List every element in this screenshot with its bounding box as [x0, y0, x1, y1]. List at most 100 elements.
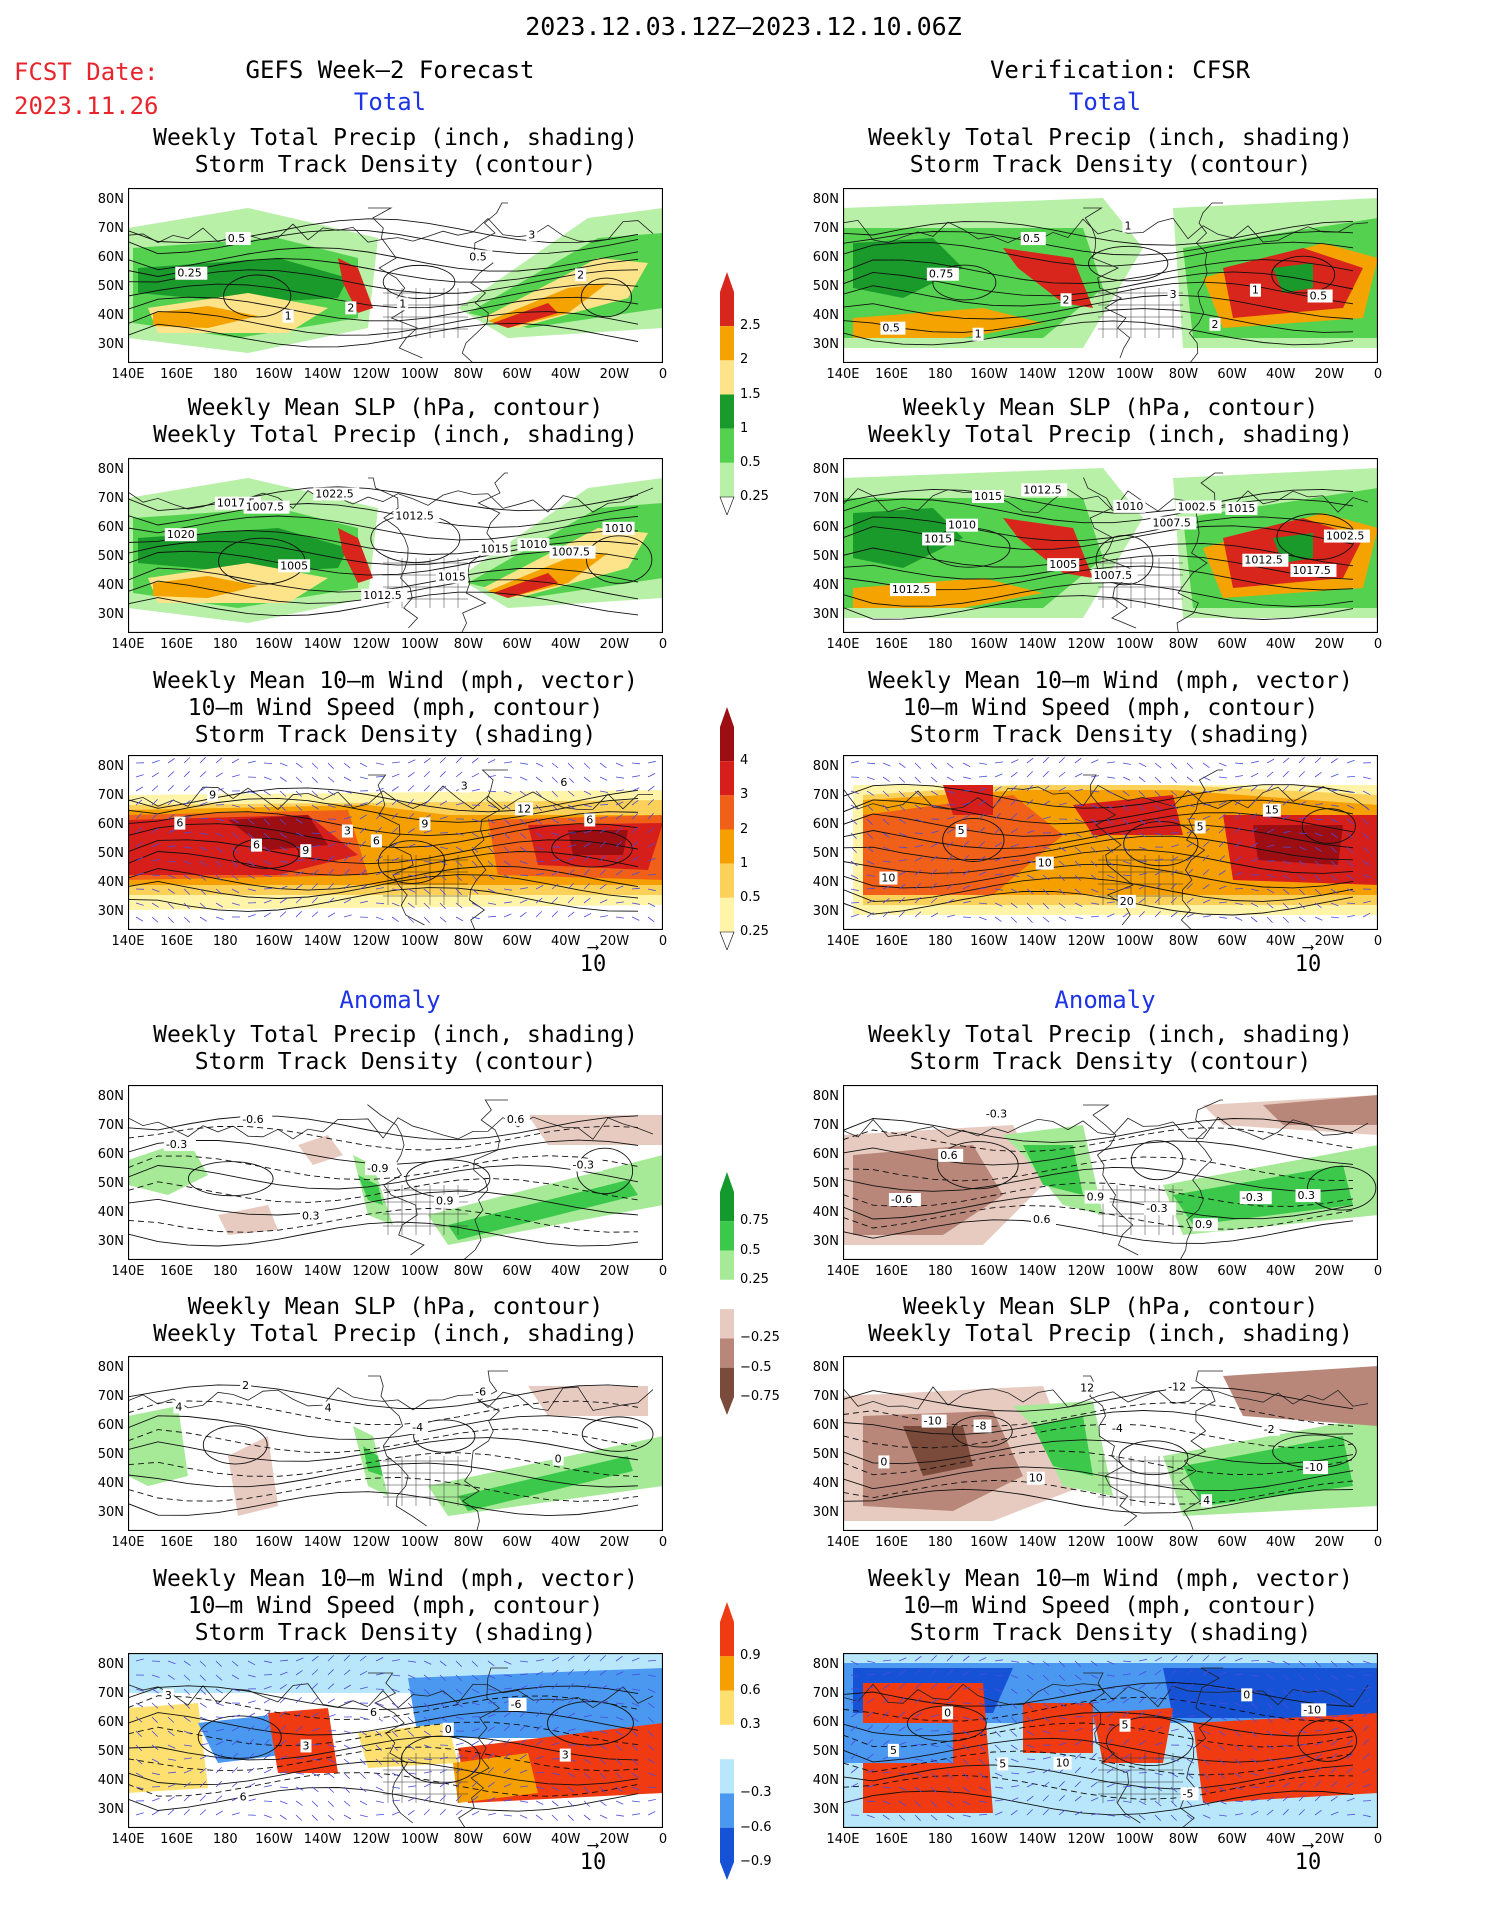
contour-label-bg	[282, 309, 294, 323]
lon-tick-label: 20W	[599, 1832, 630, 1847]
lon-tick-label: 160W	[970, 1832, 1008, 1847]
lat-tick-label: 40N	[97, 1205, 124, 1220]
contour-label-bg	[313, 487, 360, 501]
contour-label: 0	[944, 1706, 951, 1719]
lat-tick-label: 30N	[812, 1234, 839, 1249]
lon-tick-label: 60W	[502, 1832, 532, 1847]
lat-tick-label: 30N	[97, 904, 124, 919]
lon-tick-label: 80W	[1168, 637, 1199, 652]
lat-tick-label: 40N	[97, 308, 124, 323]
lon-tick-label: 160E	[160, 637, 194, 652]
lon-tick-label: 120W	[352, 1535, 390, 1550]
colorbar-label: 0.5	[740, 889, 761, 905]
contour-label: -0.9	[367, 1162, 388, 1175]
lon-tick-label: 40W	[551, 367, 581, 382]
contour-label: 0	[445, 1723, 452, 1736]
colorbar-arrow	[719, 496, 735, 516]
shading-region	[453, 1753, 538, 1803]
lon-tick-label: 160W	[255, 1535, 293, 1550]
contour-label: -4	[412, 1421, 423, 1434]
contour-label-bg	[1047, 558, 1080, 572]
lat-tick-label: 70N	[812, 221, 839, 236]
colorbar-label: −0.9	[740, 1854, 772, 1869]
colorbar-label: 1.5	[740, 386, 761, 402]
lat-tick-label: 40N	[812, 875, 839, 890]
colorbar-segment	[720, 1221, 734, 1251]
contour-label: 3	[302, 1739, 309, 1752]
lon-tick-label: 120W	[1067, 1832, 1105, 1847]
lon-tick-label: 0	[1373, 1832, 1383, 1847]
lon-tick-label: 0	[658, 934, 668, 949]
contour-label-bg	[559, 1748, 571, 1762]
lat-tick-label: 50N	[812, 1176, 839, 1191]
lon-tick-label: 80W	[453, 1264, 484, 1279]
lat-tick-label: 60N	[97, 1418, 124, 1433]
lat-tick-label: 60N	[812, 1147, 839, 1162]
lon-tick-label: 60W	[502, 637, 532, 652]
colorbar-segment	[720, 428, 734, 463]
colorbar-segment	[720, 761, 734, 796]
colorbar-segment	[720, 292, 734, 327]
contour-label: -8	[976, 1420, 987, 1433]
shading-region	[128, 1406, 188, 1486]
contour-label: 5	[1197, 820, 1204, 833]
lon-tick-label: 160W	[255, 367, 293, 382]
lat-tick-label: 70N	[812, 1686, 839, 1701]
lon-tick-label: 0	[658, 1832, 668, 1847]
contour-label-bg	[1301, 1703, 1327, 1717]
section-anomaly-right: Anomaly	[1054, 986, 1156, 1014]
map-panel: 5 0 5 10 5 -5 0 -10	[843, 1653, 1378, 1828]
colorbar-label: 0.5	[740, 454, 761, 470]
contour-label: 6	[176, 817, 183, 830]
lon-tick-label: 180	[212, 367, 238, 382]
shading-region	[358, 1723, 458, 1768]
contour-label-bg	[300, 1739, 312, 1753]
lon-tick-label: 160W	[970, 637, 1008, 652]
contour-label: -10	[1303, 1703, 1321, 1716]
contour-label-bg	[515, 802, 534, 816]
contour-label: 0.5	[469, 250, 487, 263]
lon-tick-label: 120W	[352, 1264, 390, 1279]
colorbar	[718, 1600, 778, 1884]
coastlines	[128, 769, 654, 930]
shading-region	[943, 785, 993, 815]
contour-label-bg	[1053, 1756, 1072, 1770]
contour-label: 0.5	[228, 232, 246, 245]
contour-label: 5	[890, 1744, 897, 1757]
lon-tick-label: 100W	[400, 1535, 439, 1550]
colorbar-arrow	[720, 1602, 734, 1622]
contour-label-bg	[225, 231, 251, 245]
panel-title-line: Weekly Total Precip (inch, shading)	[868, 1321, 1353, 1347]
lon-tick-label: 180	[927, 1535, 953, 1550]
lat-tick-label: 60N	[812, 250, 839, 265]
fcst-date-value: 2023.11.26	[14, 92, 159, 120]
lat-tick-label: 60N	[97, 817, 124, 832]
lon-tick-label: 160E	[160, 1535, 194, 1550]
panel-title-line: Storm Track Density (shading)	[909, 722, 1312, 748]
contour-label: 4	[325, 1401, 332, 1414]
lon-tick-label: 60W	[502, 367, 532, 382]
contour-label: 1015	[924, 532, 952, 545]
contour-label-bg	[1035, 856, 1054, 870]
contour-label-bg	[1323, 529, 1370, 543]
contour-label: -0.3	[1242, 1191, 1263, 1204]
colorbar-label: 2.5	[740, 318, 761, 334]
contour-label-bg	[365, 1162, 398, 1176]
lat-tick-label: 40N	[812, 578, 839, 593]
lon-tick-label: 120W	[352, 637, 390, 652]
lat-tick-label: 70N	[97, 1686, 124, 1701]
colorbar-arrow	[720, 1862, 734, 1880]
lon-tick-label: 60W	[1217, 1264, 1247, 1279]
map-frame	[128, 1653, 663, 1828]
lon-tick-label: 60W	[1217, 637, 1247, 652]
lon-tick-label: 20W	[1314, 367, 1345, 382]
lon-tick-label: 160E	[875, 1832, 909, 1847]
shading-region	[358, 1175, 383, 1205]
lon-tick-label: 120W	[1067, 1264, 1105, 1279]
contour-label: 0.6	[507, 1113, 525, 1126]
lon-tick-label: 0	[1373, 637, 1383, 652]
map-panel: 1012.5 1015 1010 1015 1012.5 1005 1007.5 1010 10…	[843, 458, 1378, 633]
colorbar-segment	[720, 1690, 734, 1725]
shading-region	[153, 576, 258, 598]
lon-tick-label: 100W	[400, 637, 439, 652]
